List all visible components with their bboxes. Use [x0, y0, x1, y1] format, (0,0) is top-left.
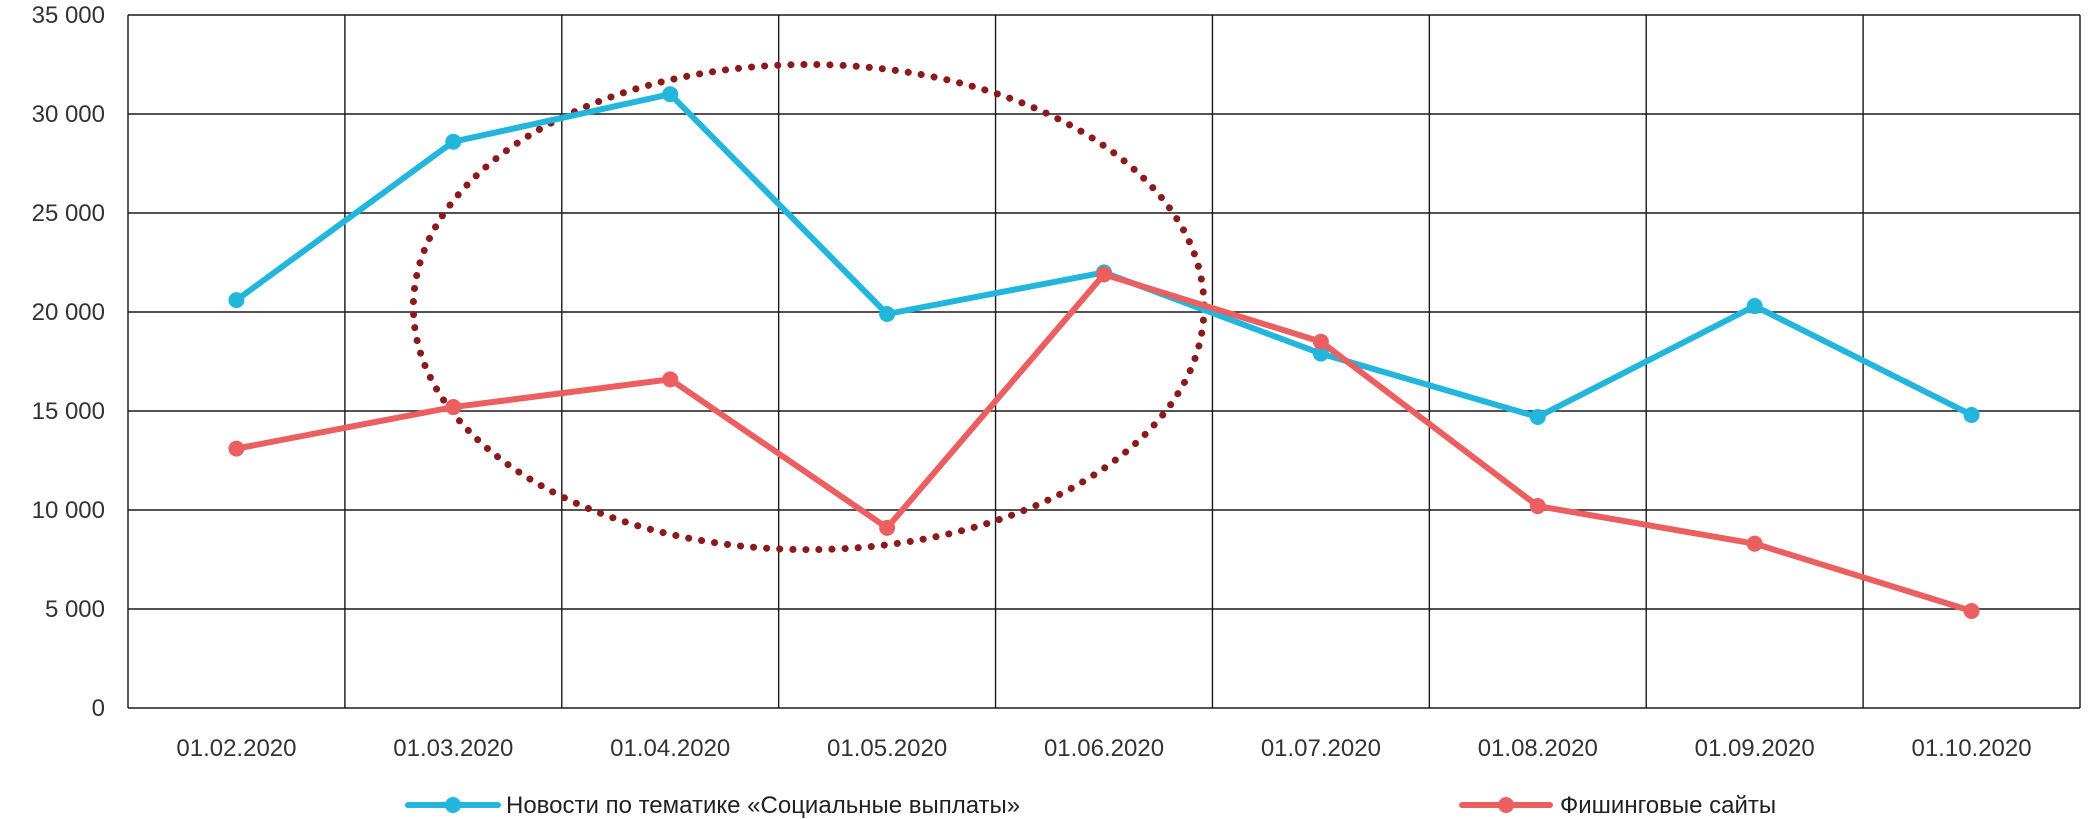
data-point [1963, 406, 1980, 423]
x-tick-label: 01.02.2020 [176, 735, 296, 762]
x-tick-label: 01.06.2020 [1044, 735, 1164, 762]
y-tick-label: 25 000 [32, 200, 105, 227]
x-tick-label: 01.03.2020 [393, 735, 513, 762]
y-tick-label: 0 [92, 695, 105, 722]
data-point [228, 440, 245, 457]
x-tick-label: 01.10.2020 [1911, 735, 2031, 762]
x-tick-label: 01.07.2020 [1261, 735, 1381, 762]
x-tick-label: 01.09.2020 [1695, 735, 1815, 762]
y-tick-label: 20 000 [32, 299, 105, 326]
series-group [228, 86, 1980, 425]
y-tick-label: 5 000 [45, 596, 105, 623]
chart-legend: Новости по тематике «Социальные выплаты»… [405, 792, 1776, 819]
legend-swatch-marker [1498, 797, 1514, 813]
x-tick-label: 01.08.2020 [1478, 735, 1598, 762]
x-axis-ticks: 01.02.2020 01.03.2020 01.04.2020 01.05.2020… [176, 735, 2031, 762]
legend-swatch-marker [445, 797, 461, 813]
x-tick-label: 01.04.2020 [610, 735, 730, 762]
series-lines [228, 86, 1980, 619]
legend-item: Фишинговые сайты [1459, 792, 1776, 819]
data-point [1746, 535, 1763, 552]
data-point [445, 133, 462, 150]
legend-label: Новости по тематике «Социальные выплаты» [506, 792, 1020, 819]
data-point [1312, 345, 1329, 362]
y-tick-label: 10 000 [32, 497, 105, 524]
data-point [445, 399, 462, 416]
data-point [1746, 298, 1763, 315]
y-tick-label: 30 000 [32, 101, 105, 128]
y-axis-ticks: 0 5 000 10 000 15 000 20 000 25 000 30 000 35 0… [32, 2, 105, 722]
legend-item: Новости по тематике «Социальные выплаты» [405, 792, 1020, 819]
data-point [879, 305, 896, 322]
data-point [1963, 602, 1980, 619]
y-tick-label: 15 000 [32, 398, 105, 425]
chart-grid [127, 14, 2081, 709]
legend-label: Фишинговые сайты [1560, 792, 1776, 819]
data-point [1312, 333, 1329, 350]
y-tick-label: 35 000 [32, 2, 105, 29]
data-point [662, 371, 679, 388]
data-point [1096, 266, 1112, 283]
data-point [228, 292, 245, 309]
x-tick-label: 01.05.2020 [827, 735, 947, 762]
series-group [228, 266, 1980, 619]
data-point [1529, 498, 1546, 515]
data-point [1529, 408, 1546, 425]
data-point [662, 86, 679, 103]
data-point [879, 519, 896, 536]
